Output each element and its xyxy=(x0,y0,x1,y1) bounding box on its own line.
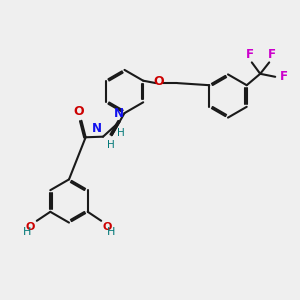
Text: O: O xyxy=(26,222,35,232)
Text: O: O xyxy=(74,105,84,118)
Text: F: F xyxy=(245,48,253,61)
Text: N: N xyxy=(92,122,102,135)
Text: F: F xyxy=(268,48,276,61)
Text: O: O xyxy=(154,75,164,88)
Text: H: H xyxy=(23,227,32,237)
Text: F: F xyxy=(279,70,287,83)
Text: H: H xyxy=(117,128,125,138)
Text: H: H xyxy=(107,140,115,150)
Text: O: O xyxy=(103,222,112,232)
Text: N: N xyxy=(114,107,124,120)
Text: H: H xyxy=(106,227,115,237)
